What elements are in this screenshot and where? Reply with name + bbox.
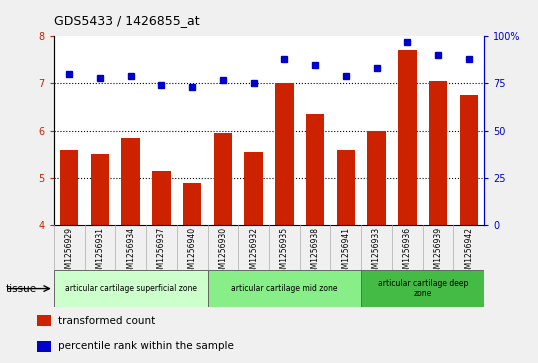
Text: GSM1256936: GSM1256936 <box>403 227 412 278</box>
Bar <box>214 133 232 225</box>
Text: articular cartilage mid zone: articular cartilage mid zone <box>231 284 338 293</box>
Text: GDS5433 / 1426855_at: GDS5433 / 1426855_at <box>54 14 200 27</box>
Text: articular cartilage superficial zone: articular cartilage superficial zone <box>65 284 197 293</box>
Text: GSM1256930: GSM1256930 <box>218 227 228 278</box>
Text: percentile rank within the sample: percentile rank within the sample <box>58 341 234 351</box>
Bar <box>429 81 447 225</box>
Bar <box>37 315 51 326</box>
Text: transformed count: transformed count <box>58 316 155 326</box>
Text: GSM1256939: GSM1256939 <box>434 227 443 278</box>
Text: tissue: tissue <box>5 284 37 294</box>
Bar <box>459 95 478 225</box>
Text: GSM1256942: GSM1256942 <box>464 227 473 278</box>
Bar <box>183 183 201 225</box>
Text: GSM1256941: GSM1256941 <box>341 227 350 278</box>
Bar <box>367 131 386 225</box>
Bar <box>91 154 109 225</box>
Bar <box>37 340 51 352</box>
Text: GSM1256934: GSM1256934 <box>126 227 135 278</box>
Text: GSM1256929: GSM1256929 <box>65 227 74 278</box>
Text: GSM1256937: GSM1256937 <box>157 227 166 278</box>
Text: GSM1256935: GSM1256935 <box>280 227 289 278</box>
Bar <box>244 152 263 225</box>
Bar <box>306 114 324 225</box>
Bar <box>60 150 79 225</box>
Text: GSM1256940: GSM1256940 <box>188 227 197 278</box>
Bar <box>337 150 355 225</box>
Bar <box>275 83 294 225</box>
Bar <box>208 270 361 307</box>
Text: articular cartilage deep
zone: articular cartilage deep zone <box>378 279 468 298</box>
Text: GSM1256938: GSM1256938 <box>310 227 320 278</box>
Text: GSM1256931: GSM1256931 <box>95 227 104 278</box>
Text: GSM1256933: GSM1256933 <box>372 227 381 278</box>
Bar <box>54 270 208 307</box>
Bar <box>122 138 140 225</box>
Bar <box>398 50 416 225</box>
Bar <box>152 171 171 225</box>
Bar <box>361 270 484 307</box>
Text: GSM1256932: GSM1256932 <box>249 227 258 278</box>
